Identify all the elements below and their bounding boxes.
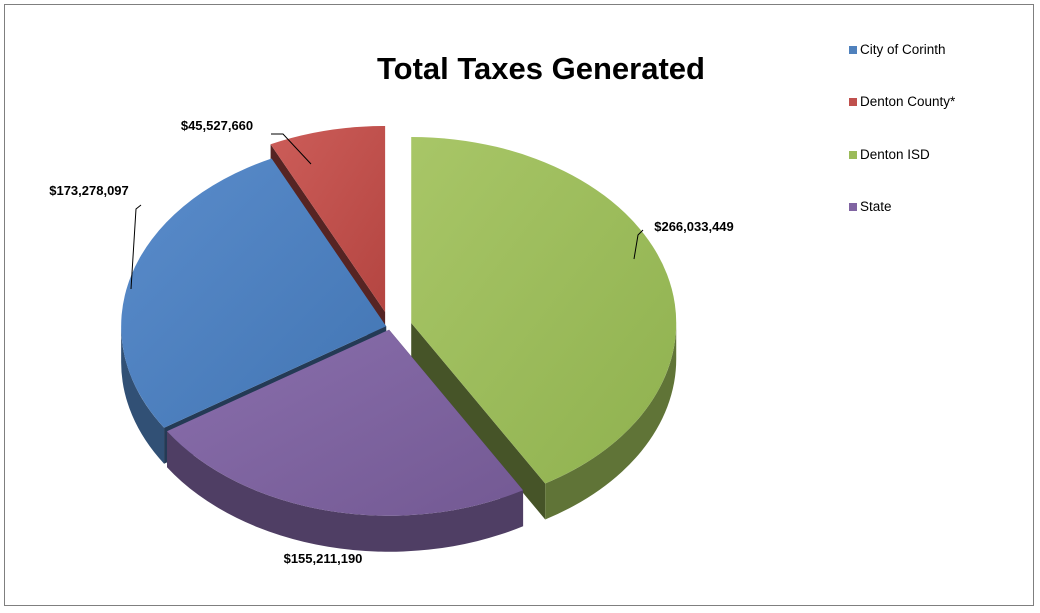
pie-wall-state [167, 431, 524, 552]
chart-title: Total Taxes Generated [377, 51, 705, 86]
pie-wall-denton-isd [545, 322, 677, 520]
legend-swatch-denton-isd [849, 151, 857, 159]
pie-wall-city-of-corinth [121, 326, 165, 464]
pie-tops [121, 125, 677, 516]
legend-item-denton-county: Denton County* [849, 94, 956, 109]
legend-label-denton-isd: Denton ISD [860, 147, 930, 162]
data-label-city-of-corinth: $173,278,097 [49, 183, 129, 198]
data-label-state: $155,211,190 [284, 551, 363, 566]
legend-item-denton-isd: Denton ISD [849, 147, 930, 162]
legend-item-city-of-corinth: City of Corinth [849, 42, 946, 57]
leader-line-denton-isd [633, 229, 644, 260]
leader-line-denton-county [271, 133, 312, 165]
data-label-denton-isd: $266,033,449 [654, 219, 734, 234]
legend-swatch-city-of-corinth [849, 46, 857, 54]
leader-line-city-of-corinth [130, 204, 142, 290]
legend-item-state: State [849, 199, 892, 214]
pie-slice-denton-county [270, 125, 386, 312]
pie-slice-city-of-corinth [121, 158, 387, 428]
pie-cut-denton-isd-1 [411, 322, 546, 520]
legend-label-city-of-corinth: City of Corinth [860, 42, 946, 57]
legend: City of Corinth Denton County* Denton IS… [849, 42, 956, 214]
pie-slice-denton-isd [411, 136, 677, 484]
legend-label-state: State [860, 199, 892, 214]
pie-slice-state [167, 329, 524, 516]
legend-swatch-state [849, 203, 857, 211]
pie-chart: Total Taxes Generated $173,278,097 $45,5… [49, 42, 956, 566]
legend-label-denton-county: Denton County* [860, 94, 956, 109]
legend-swatch-denton-county [849, 98, 857, 106]
chart-frame: Total Taxes Generated $173,278,097 $45,5… [4, 4, 1034, 606]
data-label-denton-county: $45,527,660 [181, 118, 253, 133]
